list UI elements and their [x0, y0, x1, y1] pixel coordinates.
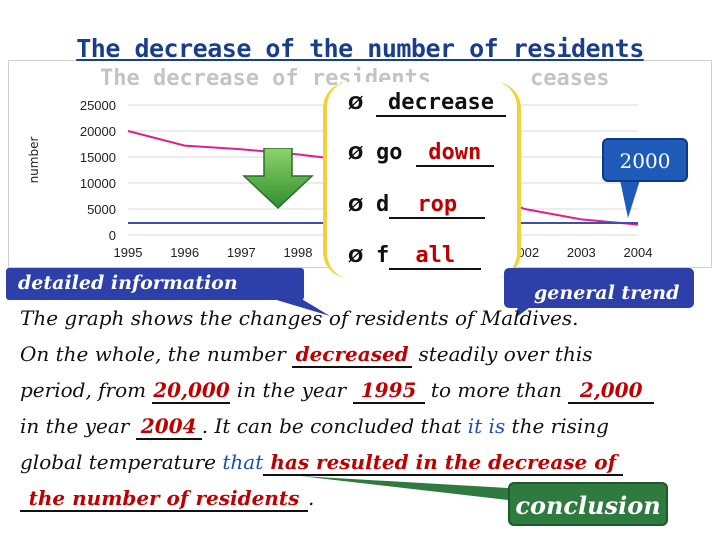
- bullet-box: [323, 82, 521, 278]
- hint-that: that: [222, 450, 264, 474]
- year-callout: 2000: [602, 138, 688, 182]
- conclusion-callout-tail: [300, 476, 508, 500]
- bullet-fall-answer[interactable]: all: [389, 243, 482, 270]
- bullet-go-down-answer[interactable]: down: [415, 140, 494, 167]
- text: .: [308, 486, 315, 510]
- ghost-subtitle: ceases: [530, 66, 610, 91]
- conclusion-callout: conclusion: [508, 482, 668, 526]
- bullet-marker: Ø: [348, 195, 364, 216]
- x-tick-label: 1996: [170, 245, 199, 260]
- text: On the whole, the number: [20, 342, 293, 366]
- text: in the year: [230, 378, 353, 402]
- answer-has-resulted[interactable]: has resulted in the decrease of: [263, 450, 624, 476]
- text: steadily over this: [412, 342, 593, 366]
- x-tick-label: 2003: [567, 245, 596, 260]
- paragraph-line-5: global temperature that has resulted in t…: [20, 450, 624, 476]
- text: period, from: [20, 378, 153, 402]
- y-tick-label: 20000: [80, 124, 116, 139]
- general-callout: general trend: [504, 268, 694, 308]
- bullet-fall-prefix: f: [376, 243, 390, 268]
- paragraph-line-1: The graph shows the changes of residents…: [20, 306, 579, 330]
- y-tick-label: 10000: [80, 176, 116, 191]
- year-callout-tail: [620, 180, 640, 218]
- answer-number-of-residents[interactable]: the number of residents: [20, 486, 308, 512]
- y-tick-label: 0: [109, 228, 116, 243]
- paragraph-line-6: the number of residents.: [20, 486, 314, 512]
- y-axis-label: number: [27, 137, 41, 184]
- detail-callout-tail: [270, 298, 330, 316]
- x-tick-label: 1995: [114, 245, 143, 260]
- down-arrow-icon: [242, 148, 314, 210]
- y-tick-labels: 0 5000 10000 15000 20000 25000: [80, 98, 116, 243]
- answer-decreased[interactable]: decreased: [292, 342, 413, 368]
- bullet-marker: Ø: [348, 143, 364, 164]
- y-tick-label: 25000: [80, 98, 116, 113]
- y-tick-label: 15000: [80, 150, 116, 165]
- text: the rising: [505, 414, 609, 438]
- answer-2004[interactable]: 2004: [135, 414, 202, 440]
- paragraph-line-2: On the whole, the number decreased stead…: [20, 342, 592, 368]
- paragraph-line-4: in the year 2004. It can be concluded th…: [20, 414, 609, 440]
- hint-it-is: it is: [467, 414, 506, 438]
- answer-1995[interactable]: 1995: [352, 378, 425, 404]
- text: to more than: [424, 378, 569, 402]
- x-tick-label: 1997: [227, 245, 256, 260]
- x-tick-label: 2004: [624, 245, 653, 260]
- bullet-go-prefix: go: [376, 140, 416, 165]
- text: in the year: [20, 414, 136, 438]
- x-tick-label: 1998: [284, 245, 313, 260]
- y-tick-label: 5000: [87, 202, 116, 217]
- paragraph-line-3: period, from 20,000 in the year 1995 to …: [20, 378, 655, 404]
- answer-2000[interactable]: 2,000: [568, 378, 655, 404]
- text: global temperature: [20, 450, 223, 474]
- bullet-marker: Ø: [348, 246, 364, 267]
- slide-title: The decrease of the number of residents: [76, 34, 644, 63]
- bullet-marker: Ø: [348, 93, 364, 114]
- bullet-decrease-text: decrease: [376, 90, 506, 117]
- text: . It can be concluded that: [201, 414, 468, 438]
- bullet-drop-prefix: d: [376, 192, 390, 217]
- detail-callout: detailed information: [6, 268, 304, 300]
- bullet-drop-answer[interactable]: rop: [389, 192, 486, 219]
- answer-20000[interactable]: 20,000: [152, 378, 231, 404]
